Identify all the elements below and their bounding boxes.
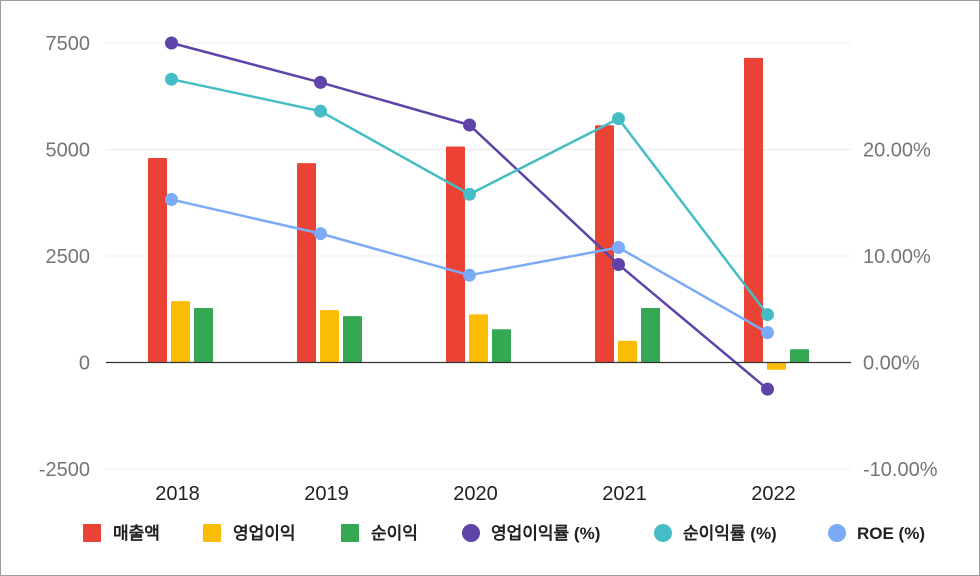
data-point (612, 240, 625, 254)
bar (744, 57, 763, 363)
x-tick-label: 2018 (155, 483, 200, 505)
bar (790, 349, 809, 363)
data-point (463, 118, 476, 132)
bar (148, 158, 167, 363)
right-tick-label: -10.00% (863, 459, 938, 481)
right-tick-label: 10.00% (863, 246, 931, 268)
legend-swatch (341, 524, 359, 542)
left-tick-label: 7500 (46, 33, 91, 55)
legend-item: 영업이익률 (%) (462, 524, 600, 543)
bar (343, 316, 362, 363)
bar (641, 307, 660, 363)
lines (165, 36, 774, 396)
data-point (314, 227, 327, 241)
x-axis-ticks: 2018 2019 2020 2021 2022 (155, 483, 796, 505)
data-point (463, 187, 476, 201)
left-tick-label: 5000 (46, 140, 91, 162)
gridlines (106, 42, 851, 470)
legend-item: 순이익률 (%) (654, 524, 777, 543)
right-axis-ticks: 20.00% 10.00% 0.00% -10.00% (863, 140, 938, 482)
legend-item: 순이익 (341, 524, 418, 543)
data-point (314, 104, 327, 118)
x-tick-label: 2019 (304, 483, 349, 505)
bars (148, 57, 809, 370)
data-point (612, 112, 625, 126)
legend-label: 순이익률 (%) (683, 524, 777, 543)
bar (194, 307, 213, 363)
legend-item: 영업이익 (203, 524, 296, 543)
bar (618, 340, 637, 363)
bar (297, 163, 316, 363)
bar (767, 362, 786, 370)
legend-swatch (462, 524, 480, 542)
bar (492, 329, 511, 363)
left-tick-label: 2500 (46, 246, 91, 268)
x-tick-label: 2021 (602, 483, 647, 505)
x-tick-label: 2020 (453, 483, 498, 505)
data-point (761, 326, 774, 340)
bar (446, 146, 465, 363)
left-tick-label: -2500 (39, 459, 90, 481)
legend-label: ROE (%) (857, 524, 925, 543)
legend-label: 영업이익률 (%) (491, 524, 600, 543)
series-line (171, 198, 769, 334)
legend-swatch (83, 524, 101, 542)
legend-swatch (203, 524, 221, 542)
legend-swatch (828, 524, 846, 542)
legend-item: 매출액 (83, 524, 160, 543)
bar (171, 301, 190, 363)
right-tick-label: 0.00% (863, 353, 920, 375)
data-point (314, 75, 327, 89)
legend-swatch (654, 524, 672, 542)
x-tick-label: 2022 (751, 483, 796, 505)
data-point (165, 193, 178, 207)
left-axis-ticks: 7500 5000 2500 0 -2500 (39, 33, 90, 481)
legend: 매출액 영업이익 순이익 영업이익률 (%) 순이익률 (%) ROE (%) (83, 524, 925, 543)
legend-label: 순이익 (371, 524, 418, 543)
legend-label: 매출액 (113, 524, 160, 543)
left-tick-label: 0 (79, 353, 90, 375)
data-point (463, 268, 476, 282)
data-point (612, 258, 625, 272)
data-point (761, 382, 774, 396)
data-point (165, 36, 178, 50)
legend-label: 영업이익 (233, 524, 296, 543)
data-point (761, 308, 774, 322)
bar (595, 125, 614, 363)
data-point (165, 72, 178, 86)
legend-item: ROE (%) (828, 524, 925, 543)
bar (469, 314, 488, 363)
bar (320, 310, 339, 363)
right-tick-label: 20.00% (863, 140, 931, 162)
